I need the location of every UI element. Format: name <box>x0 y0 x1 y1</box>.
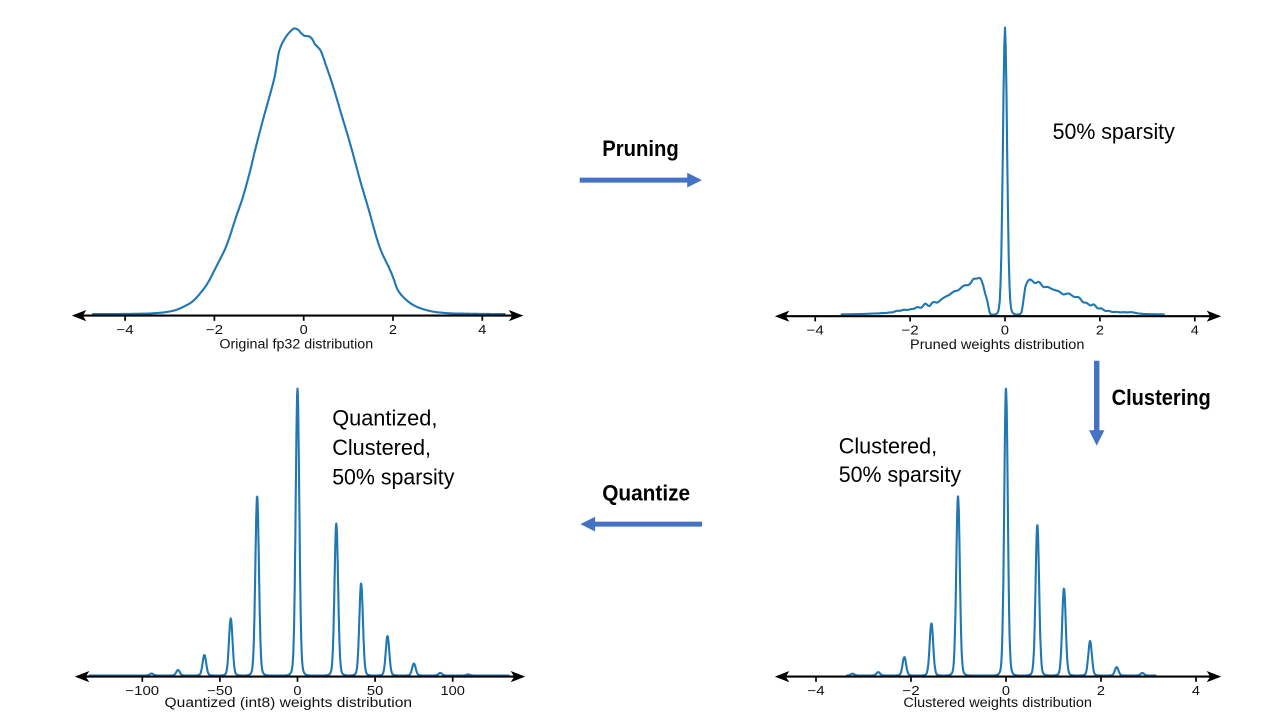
svg-text:Quantized,: Quantized, <box>332 406 437 431</box>
svg-text:−50: −50 <box>207 683 233 698</box>
svg-text:4: 4 <box>1191 322 1199 337</box>
svg-text:4: 4 <box>1192 683 1200 698</box>
svg-text:−4: −4 <box>807 683 824 698</box>
svg-text:50: 50 <box>367 683 383 698</box>
svg-text:50% sparsity: 50% sparsity <box>1053 119 1175 144</box>
svg-text:2: 2 <box>1096 322 1104 337</box>
svg-text:0: 0 <box>293 683 301 698</box>
svg-text:Clustered,: Clustered, <box>332 435 431 460</box>
svg-text:Clustering: Clustering <box>1112 385 1211 410</box>
svg-text:2: 2 <box>389 322 397 337</box>
svg-text:−4: −4 <box>116 322 133 337</box>
svg-text:Quantize: Quantize <box>602 481 690 506</box>
svg-text:0: 0 <box>300 322 308 337</box>
svg-text:0: 0 <box>1002 683 1010 698</box>
svg-text:Clustered weights distribution: Clustered weights distribution <box>903 695 1092 710</box>
svg-text:−4: −4 <box>807 322 824 337</box>
svg-text:Pruning: Pruning <box>602 136 679 161</box>
svg-text:−100: −100 <box>125 683 159 698</box>
svg-text:0: 0 <box>1001 322 1009 337</box>
svg-text:−2: −2 <box>902 683 919 698</box>
svg-text:Original fp32 distribution: Original fp32 distribution <box>219 336 373 351</box>
svg-text:Pruned weights distribution: Pruned weights distribution <box>910 337 1084 352</box>
svg-text:50% sparsity: 50% sparsity <box>839 462 961 487</box>
svg-text:−2: −2 <box>206 322 223 337</box>
svg-text:Quantized (int8) weights distr: Quantized (int8) weights distribution <box>165 695 413 710</box>
svg-text:2: 2 <box>1097 683 1105 698</box>
svg-text:Clustered,: Clustered, <box>839 433 937 458</box>
svg-text:4: 4 <box>478 322 486 337</box>
svg-text:−2: −2 <box>901 322 918 337</box>
svg-text:100: 100 <box>441 683 465 698</box>
svg-text:50% sparsity: 50% sparsity <box>332 465 454 490</box>
